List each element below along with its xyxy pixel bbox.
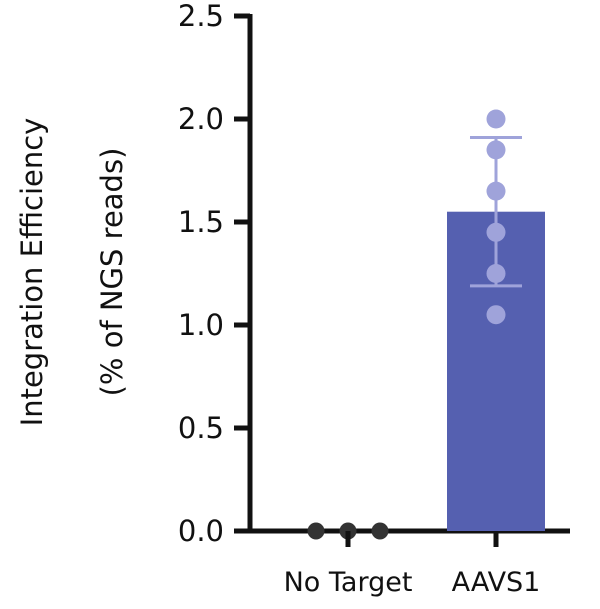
y-axis-title: Integration Efficiency — [15, 118, 49, 427]
y-tick-label: 1.5 — [178, 205, 224, 239]
y-tick-label: 2.0 — [178, 102, 224, 136]
y-ticks: 0.0 0.5 1.0 1.5 2.0 2.5 — [178, 0, 250, 548]
y-tick-label: 0.5 — [178, 411, 224, 445]
data-points — [307, 109, 506, 540]
x-category-label: No Target — [284, 567, 413, 598]
x-category-label: AAVS1 — [452, 567, 541, 598]
data-point-no-target — [307, 522, 325, 540]
error-bars — [470, 136, 522, 288]
y-tick-label: 0.0 — [178, 514, 224, 548]
y-tick-label: 2.5 — [178, 0, 224, 33]
data-point-aavs1 — [486, 305, 506, 325]
x-ticks: No Target AAVS1 — [284, 531, 541, 598]
y-tick-label: 1.0 — [178, 308, 224, 342]
data-point-aavs1 — [486, 264, 506, 283]
y-axis-title-line2: (% of NGS reads) — [95, 148, 129, 397]
data-point-aavs1 — [486, 181, 506, 201]
data-point-no-target — [371, 522, 389, 540]
data-point-aavs1 — [486, 109, 506, 129]
data-point-aavs1 — [486, 140, 506, 160]
data-point-aavs1 — [486, 222, 506, 242]
